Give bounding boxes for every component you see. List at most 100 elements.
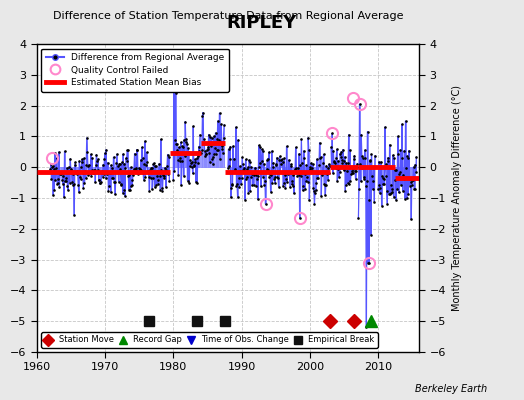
Point <box>232 124 240 130</box>
Point <box>264 155 272 162</box>
Point <box>74 189 83 195</box>
Point <box>81 167 89 174</box>
Point <box>46 166 54 172</box>
Point <box>362 183 370 190</box>
Point <box>154 181 162 187</box>
Point <box>256 160 264 166</box>
Point <box>286 184 294 190</box>
Point <box>355 101 364 107</box>
Point <box>107 175 116 181</box>
Point <box>55 184 63 190</box>
Point <box>57 170 66 177</box>
Point <box>253 173 261 179</box>
Point <box>61 178 69 184</box>
Point <box>325 170 333 176</box>
Point <box>73 168 81 174</box>
Point <box>141 174 149 180</box>
Point <box>378 173 386 180</box>
Point <box>123 158 131 164</box>
Point <box>90 166 99 173</box>
Point <box>380 180 389 187</box>
Point <box>59 180 67 187</box>
Point <box>288 178 297 184</box>
Point <box>246 188 254 194</box>
Point <box>57 170 65 176</box>
Point <box>353 160 362 167</box>
Point <box>312 156 321 162</box>
Point <box>399 172 408 178</box>
Point <box>244 164 252 170</box>
Point <box>239 164 248 171</box>
Point <box>84 172 93 178</box>
Point <box>346 178 355 184</box>
Point <box>255 142 263 149</box>
Point <box>411 161 419 168</box>
Point <box>140 138 149 144</box>
Point <box>269 164 277 171</box>
Point <box>228 182 237 188</box>
Point <box>335 169 344 175</box>
Point <box>407 179 415 185</box>
Point <box>368 173 376 179</box>
Point <box>291 144 300 150</box>
Point <box>404 191 412 198</box>
Point <box>304 134 312 141</box>
Point <box>336 154 345 161</box>
Point <box>245 157 253 164</box>
Point <box>279 180 288 186</box>
Point <box>315 162 323 169</box>
Point <box>64 187 72 193</box>
Point <box>226 194 235 200</box>
Point <box>53 181 61 187</box>
Point <box>157 167 166 174</box>
Point <box>132 165 140 172</box>
Point <box>357 153 366 159</box>
Point <box>120 160 128 167</box>
Point <box>182 136 191 142</box>
Point <box>183 140 191 147</box>
Point <box>248 182 257 189</box>
Point <box>109 175 117 181</box>
Point <box>144 168 152 174</box>
Point <box>190 163 198 169</box>
Point <box>133 147 141 154</box>
Point <box>185 180 193 186</box>
Point <box>203 146 211 153</box>
Point <box>315 140 324 146</box>
Point <box>193 179 201 186</box>
Point <box>118 159 126 166</box>
Point <box>179 144 187 150</box>
Point <box>72 170 81 177</box>
Point <box>68 179 76 185</box>
Point <box>183 178 192 184</box>
Point <box>214 146 223 153</box>
Point <box>392 167 401 173</box>
Point <box>304 146 313 153</box>
Point <box>201 148 209 154</box>
Point <box>53 180 62 186</box>
Point <box>208 134 216 141</box>
Point <box>250 167 259 174</box>
Point <box>193 153 202 159</box>
Point <box>301 186 309 192</box>
Point <box>319 151 328 158</box>
Point <box>215 110 224 116</box>
Point <box>111 179 119 185</box>
Point <box>148 186 157 192</box>
Point <box>376 185 385 191</box>
Point <box>74 182 82 188</box>
Point <box>165 178 173 184</box>
Point <box>211 145 219 151</box>
Point <box>181 118 190 125</box>
Point <box>278 159 287 166</box>
Point <box>395 189 403 196</box>
Point <box>186 157 194 164</box>
Point <box>308 165 316 172</box>
Point <box>365 260 374 266</box>
Text: RIPLEY: RIPLEY <box>227 14 297 32</box>
Point <box>217 121 225 128</box>
Point <box>137 167 146 174</box>
Point <box>179 173 188 179</box>
Point <box>350 156 358 162</box>
Point <box>397 155 406 161</box>
